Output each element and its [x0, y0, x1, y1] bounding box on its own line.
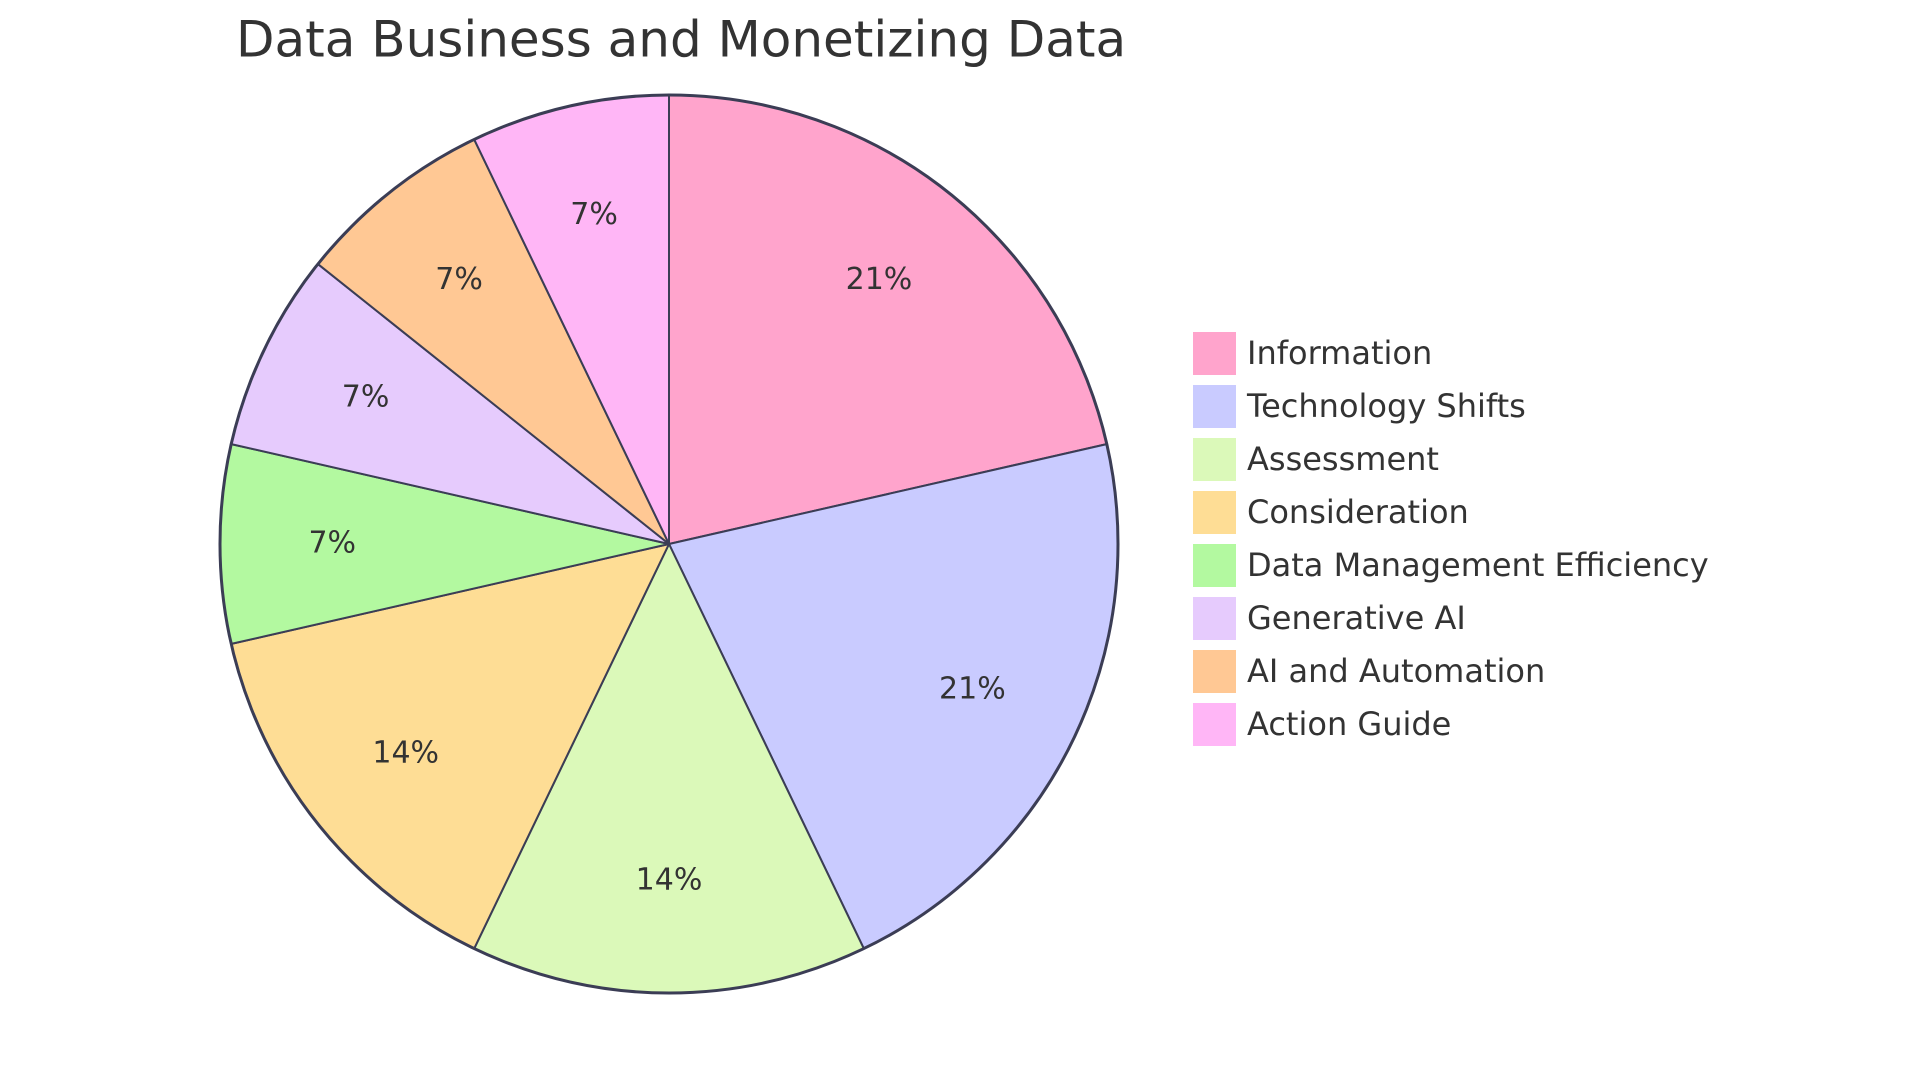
legend-label: Information — [1247, 334, 1432, 372]
legend-swatch — [1191, 595, 1238, 642]
value-label: 7% — [435, 262, 483, 297]
legend-swatch — [1191, 701, 1238, 748]
legend-swatch — [1191, 542, 1238, 589]
legend-swatch — [1191, 383, 1238, 430]
legend-label: AI and Automation — [1247, 652, 1545, 690]
legend-label: Technology Shifts — [1246, 387, 1526, 425]
legend-label: Consideration — [1247, 493, 1469, 531]
legend-swatch — [1191, 489, 1238, 536]
value-label: 7% — [570, 197, 618, 232]
legend-swatch — [1191, 648, 1238, 695]
legend-label: Assessment — [1247, 440, 1439, 478]
value-label: 7% — [342, 379, 390, 414]
value-label: 21% — [846, 262, 913, 297]
legend-label: Action Guide — [1247, 705, 1451, 743]
legend-swatch — [1191, 436, 1238, 483]
pie-outline — [218, 93, 1120, 995]
legend-label: Data Management Efficiency — [1247, 546, 1709, 584]
value-label: 14% — [372, 735, 439, 770]
chart-title: Data Business and Monetizing Data — [236, 11, 1126, 69]
value-label: 7% — [308, 526, 356, 561]
legend-swatch — [1191, 330, 1238, 377]
value-label: 21% — [939, 672, 1006, 707]
value-label: 14% — [636, 862, 703, 897]
legend-label: Generative AI — [1247, 599, 1466, 637]
